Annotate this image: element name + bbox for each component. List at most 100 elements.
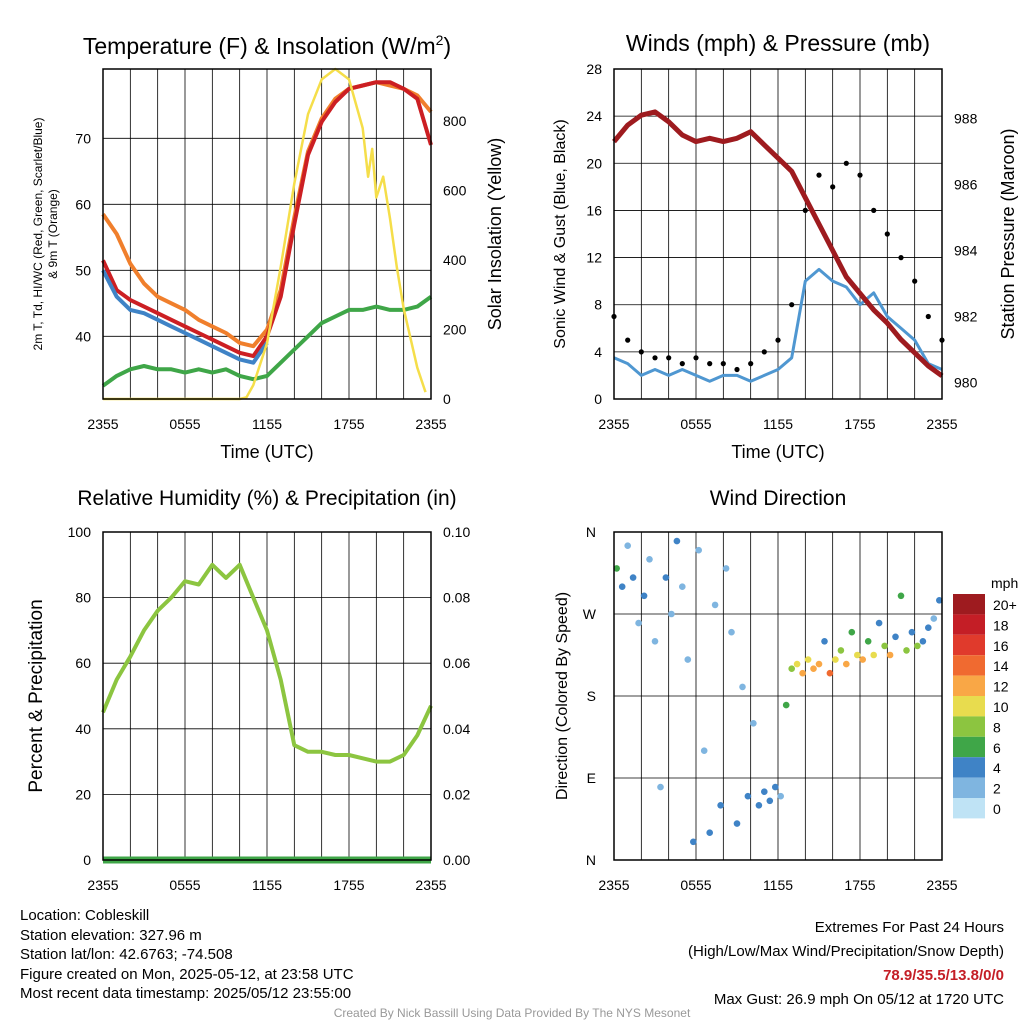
direction-point bbox=[750, 720, 757, 727]
direction-point bbox=[733, 820, 741, 827]
y-tick-label: N bbox=[586, 852, 596, 868]
x-tick-label: 2355 bbox=[415, 877, 446, 893]
y-tick-label: W bbox=[583, 606, 597, 622]
y-right-tick-label: 980 bbox=[954, 375, 978, 391]
legend-swatch bbox=[953, 736, 985, 758]
y-left-tick-label: 70 bbox=[75, 130, 91, 146]
direction-point bbox=[930, 615, 938, 622]
y-right-tick-label: 0.00 bbox=[443, 852, 470, 868]
gust-point bbox=[802, 207, 808, 213]
x-tick-label: 1155 bbox=[252, 877, 282, 893]
winds-plot-frame bbox=[613, 68, 943, 400]
x-tick-label: 1755 bbox=[333, 416, 364, 432]
direction-grid bbox=[614, 532, 942, 860]
x-tick-label: 1155 bbox=[252, 416, 282, 432]
extremes-values: 78.9/35.5/13.8/0/0 bbox=[883, 967, 1004, 984]
station-info: Location: Cobleskill Station elevation: … bbox=[20, 906, 354, 1004]
direction-point bbox=[629, 574, 637, 581]
temperature-xlabel: Time (UTC) bbox=[220, 442, 313, 462]
gust-point bbox=[748, 361, 754, 367]
direction-panel: Wind Direction 2355 0555 1155 1755 2355NESWN… bbox=[554, 487, 1018, 893]
temperature-plot-frame bbox=[102, 68, 432, 400]
y-right-tick-label: 0.08 bbox=[443, 590, 470, 606]
humidity-plot-frame bbox=[102, 531, 432, 861]
y-left-tick-label: 16 bbox=[586, 202, 602, 218]
y-right-tick-label: 0.02 bbox=[443, 786, 470, 802]
direction-point bbox=[892, 633, 899, 641]
winds-ticks: 2355 0555 1155 1755 2355 0 4 8 12 16 20 24 28 980 982 9… bbox=[586, 61, 977, 432]
legend-label: 16 bbox=[993, 638, 1009, 654]
gust-point bbox=[830, 184, 836, 190]
humidity-ticks: 2355 0555 1155 1755 2355 0 20 40 60 80 100 0.00 0.02… bbox=[68, 524, 471, 893]
direction-point bbox=[903, 647, 910, 654]
gust-point bbox=[857, 172, 863, 178]
series-hi-wc bbox=[101, 269, 269, 365]
y-left-tick-label: 28 bbox=[586, 61, 602, 77]
y-left-tick-label: 20 bbox=[586, 155, 602, 171]
direction-point bbox=[717, 802, 724, 809]
y-left-tick-label: 50 bbox=[75, 262, 91, 278]
legend-label: 20+ bbox=[993, 597, 1017, 613]
y-left-tick-label: 60 bbox=[75, 196, 91, 212]
x-tick-label: 1755 bbox=[844, 416, 875, 432]
y-left-tick-label: 80 bbox=[75, 590, 91, 606]
humidity-panel: Relative Humidity (%) & Precipitation (i… bbox=[26, 487, 470, 893]
temperature-series bbox=[101, 67, 433, 401]
direction-point bbox=[875, 619, 883, 627]
gust-point bbox=[884, 231, 890, 237]
direction-point bbox=[914, 642, 921, 650]
x-tick-label: 2355 bbox=[415, 416, 446, 432]
direction-point bbox=[657, 783, 664, 791]
extremes-subtitle: (High/Low/Max Wind/Precipitation/Snow De… bbox=[688, 943, 1004, 960]
legend-swatch bbox=[953, 675, 985, 696]
station-latlon: Station lat/lon: 42.6763; -74.508 bbox=[20, 946, 233, 963]
temperature-title: Temperature (F) & Insolation (W/m2) bbox=[83, 32, 451, 59]
y-right-tick-label: 986 bbox=[954, 177, 978, 193]
x-tick-label: 1755 bbox=[333, 877, 364, 893]
legend-label: 14 bbox=[993, 658, 1009, 674]
direction-point bbox=[618, 583, 626, 590]
direction-series bbox=[613, 537, 943, 846]
gust-point bbox=[925, 313, 931, 320]
direction-ylabel-left: Direction (Colored By Speed) bbox=[554, 592, 571, 800]
y-right-tick-label: 988 bbox=[954, 111, 978, 127]
y-left-tick-label: 100 bbox=[68, 524, 92, 540]
legend-swatch bbox=[953, 614, 985, 635]
station-elevation: Station elevation: 327.96 m bbox=[20, 926, 202, 944]
winds-title: Winds (mph) & Pressure (mb) bbox=[626, 30, 930, 56]
direction-point bbox=[662, 574, 670, 581]
gust-point bbox=[816, 172, 822, 178]
direction-point bbox=[908, 628, 916, 636]
gust-point bbox=[871, 207, 877, 213]
humidity-ylabel-left: Percent & Precipitation bbox=[26, 599, 47, 792]
direction-point bbox=[799, 669, 806, 677]
gust-point bbox=[761, 349, 767, 355]
y-tick-label: N bbox=[586, 524, 596, 540]
temperature-ylabel-left-2: & 9m T (Orange) bbox=[46, 189, 60, 279]
winds-ylabel-left: Sonic Wind & Gust (Blue, Black) bbox=[552, 119, 569, 348]
gust-point bbox=[638, 349, 644, 355]
y-left-tick-label: 60 bbox=[75, 655, 91, 671]
direction-point bbox=[706, 829, 713, 836]
direction-point bbox=[832, 656, 839, 663]
y-right-tick-label: 0.10 bbox=[443, 524, 470, 540]
y-tick-label: S bbox=[587, 688, 596, 704]
winds-xlabel: Time (UTC) bbox=[731, 442, 824, 462]
gust-point bbox=[625, 337, 631, 343]
direction-point bbox=[739, 683, 746, 691]
figure-created: Figure created on Mon, 2025-05-12, at 23… bbox=[20, 965, 354, 983]
direction-point bbox=[826, 669, 834, 677]
direction-point bbox=[646, 556, 653, 563]
direction-point bbox=[815, 660, 823, 668]
credit-line: Created By Nick Bassill Using Data Provi… bbox=[333, 1006, 691, 1020]
gust-point bbox=[898, 255, 904, 261]
winds-ylabel-right: Station Pressure (Maroon) bbox=[998, 128, 1018, 339]
direction-point bbox=[864, 638, 872, 645]
legend-label: 0 bbox=[993, 801, 1001, 817]
gust-point bbox=[666, 355, 672, 361]
x-tick-label: 1155 bbox=[763, 877, 793, 893]
x-tick-label: 0555 bbox=[169, 877, 200, 893]
direction-point bbox=[684, 656, 692, 663]
gust-point bbox=[789, 302, 795, 308]
y-right-tick-label: 0 bbox=[443, 391, 451, 407]
